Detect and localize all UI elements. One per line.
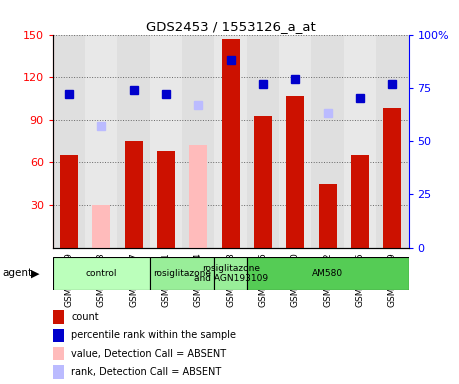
Bar: [53, 257, 150, 290]
Bar: [383, 108, 401, 248]
Text: ▶: ▶: [31, 268, 40, 278]
Bar: [125, 141, 143, 248]
Bar: [286, 96, 304, 248]
Text: count: count: [71, 312, 99, 322]
Bar: [222, 39, 240, 248]
Text: agent: agent: [2, 268, 33, 278]
Bar: [254, 116, 272, 248]
Text: percentile rank within the sample: percentile rank within the sample: [71, 330, 236, 340]
Bar: [351, 156, 369, 248]
Bar: [118, 35, 150, 248]
Bar: [312, 35, 344, 248]
Bar: [92, 205, 110, 248]
Text: rosiglitazone
and AGN193109: rosiglitazone and AGN193109: [194, 264, 268, 283]
Text: control: control: [85, 269, 117, 278]
Bar: [60, 156, 78, 248]
Bar: [53, 35, 85, 248]
Text: value, Detection Call = ABSENT: value, Detection Call = ABSENT: [71, 349, 226, 359]
Text: AM580: AM580: [312, 269, 343, 278]
Text: rank, Detection Call = ABSENT: rank, Detection Call = ABSENT: [71, 367, 221, 377]
Bar: [182, 35, 214, 248]
Text: rosiglitazone: rosiglitazone: [153, 269, 211, 278]
Bar: [247, 257, 409, 290]
Bar: [376, 35, 409, 248]
Bar: [157, 151, 175, 248]
Bar: [150, 257, 214, 290]
Title: GDS2453 / 1553126_a_at: GDS2453 / 1553126_a_at: [146, 20, 315, 33]
Bar: [247, 35, 279, 248]
Bar: [319, 184, 336, 248]
Bar: [214, 257, 247, 290]
Bar: [190, 146, 207, 248]
